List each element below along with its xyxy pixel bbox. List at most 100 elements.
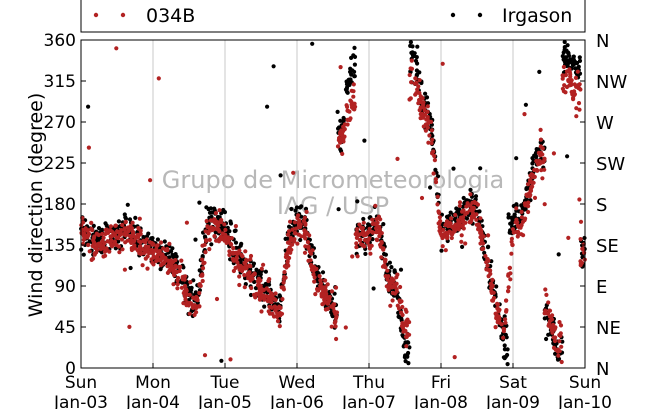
- data-point: [412, 81, 417, 86]
- data-point: [296, 232, 301, 237]
- data-point: [399, 310, 404, 315]
- data-point: [323, 285, 328, 290]
- data-point: [154, 258, 159, 264]
- data-point: [291, 170, 296, 175]
- data-point: [120, 222, 125, 228]
- data-point: [131, 233, 136, 238]
- data-point: [140, 247, 145, 252]
- legend-label: Irgason: [502, 5, 572, 27]
- data-point: [550, 330, 555, 335]
- data-point: [239, 241, 244, 246]
- data-point: [255, 283, 261, 288]
- data-point: [292, 220, 297, 225]
- data-point: [305, 240, 311, 245]
- data-point: [532, 195, 538, 200]
- data-point: [479, 238, 484, 243]
- data-point: [495, 301, 500, 306]
- data-point: [558, 323, 564, 328]
- data-point: [267, 277, 272, 282]
- data-point: [390, 290, 395, 296]
- data-point: [418, 105, 423, 110]
- data-point: [259, 309, 264, 314]
- data-point: [523, 102, 529, 107]
- data-point: [506, 272, 511, 277]
- data-point: [575, 69, 580, 74]
- data-point: [345, 104, 350, 109]
- data-point: [320, 270, 326, 275]
- data-point: [234, 257, 239, 262]
- data-point: [538, 144, 543, 149]
- data-point: [374, 226, 379, 231]
- data-point: [183, 283, 188, 289]
- data-point: [502, 326, 507, 332]
- data-point: [425, 101, 431, 106]
- data-point: [404, 344, 409, 349]
- data-point: [169, 249, 174, 254]
- data-point: [556, 353, 561, 358]
- data-point: [561, 64, 567, 70]
- data-point: [268, 299, 273, 304]
- data-point: [144, 248, 149, 253]
- data-point: [478, 166, 483, 171]
- data-point: [530, 180, 535, 185]
- data-point: [299, 204, 304, 209]
- compass-label: SW: [596, 154, 625, 175]
- data-point: [556, 356, 562, 361]
- data-point: [219, 217, 224, 223]
- data-point: [503, 323, 508, 328]
- data-point: [119, 228, 124, 233]
- data-point: [279, 311, 285, 316]
- data-point: [250, 276, 255, 281]
- data-point: [86, 242, 91, 248]
- data-point: [548, 324, 553, 329]
- data-point: [182, 277, 187, 282]
- data-point: [354, 245, 359, 250]
- data-point: [537, 69, 542, 74]
- data-point: [490, 277, 495, 282]
- data-point: [363, 251, 368, 256]
- data-point: [452, 217, 457, 222]
- data-point: [352, 69, 357, 74]
- data-point: [395, 272, 400, 277]
- data-point: [398, 267, 404, 272]
- data-point: [494, 284, 499, 289]
- data-point: [394, 281, 399, 286]
- data-point: [341, 115, 346, 121]
- data-point: [419, 195, 425, 201]
- data-point: [415, 44, 420, 49]
- data-point: [409, 58, 414, 63]
- data-point: [287, 224, 292, 229]
- data-point: [115, 230, 120, 235]
- watermark-line-2: IAG / USP: [277, 192, 389, 220]
- data-point: [440, 61, 445, 66]
- legend-marker: [477, 12, 483, 18]
- data-point: [379, 255, 384, 260]
- data-point: [512, 213, 517, 218]
- data-point: [417, 78, 422, 83]
- data-point: [281, 280, 286, 285]
- data-point: [266, 288, 271, 293]
- data-point: [496, 314, 502, 319]
- data-point: [103, 247, 108, 252]
- data-point: [490, 298, 495, 303]
- data-point: [485, 245, 491, 250]
- data-point: [86, 104, 91, 109]
- data-point: [506, 212, 511, 217]
- data-point: [308, 258, 313, 263]
- data-point: [472, 199, 477, 205]
- data-point: [127, 324, 132, 329]
- legend-marker: [450, 12, 456, 18]
- data-point: [556, 252, 561, 257]
- data-point: [271, 314, 277, 319]
- data-point: [571, 60, 576, 65]
- data-point: [279, 285, 284, 290]
- data-point: [399, 316, 404, 321]
- compass-label: NE: [596, 318, 621, 339]
- data-point: [435, 202, 440, 207]
- data-point: [415, 61, 420, 66]
- data-point: [378, 217, 383, 222]
- data-point: [189, 285, 194, 290]
- data-point: [562, 39, 567, 45]
- data-point: [576, 64, 581, 69]
- data-point: [100, 231, 105, 237]
